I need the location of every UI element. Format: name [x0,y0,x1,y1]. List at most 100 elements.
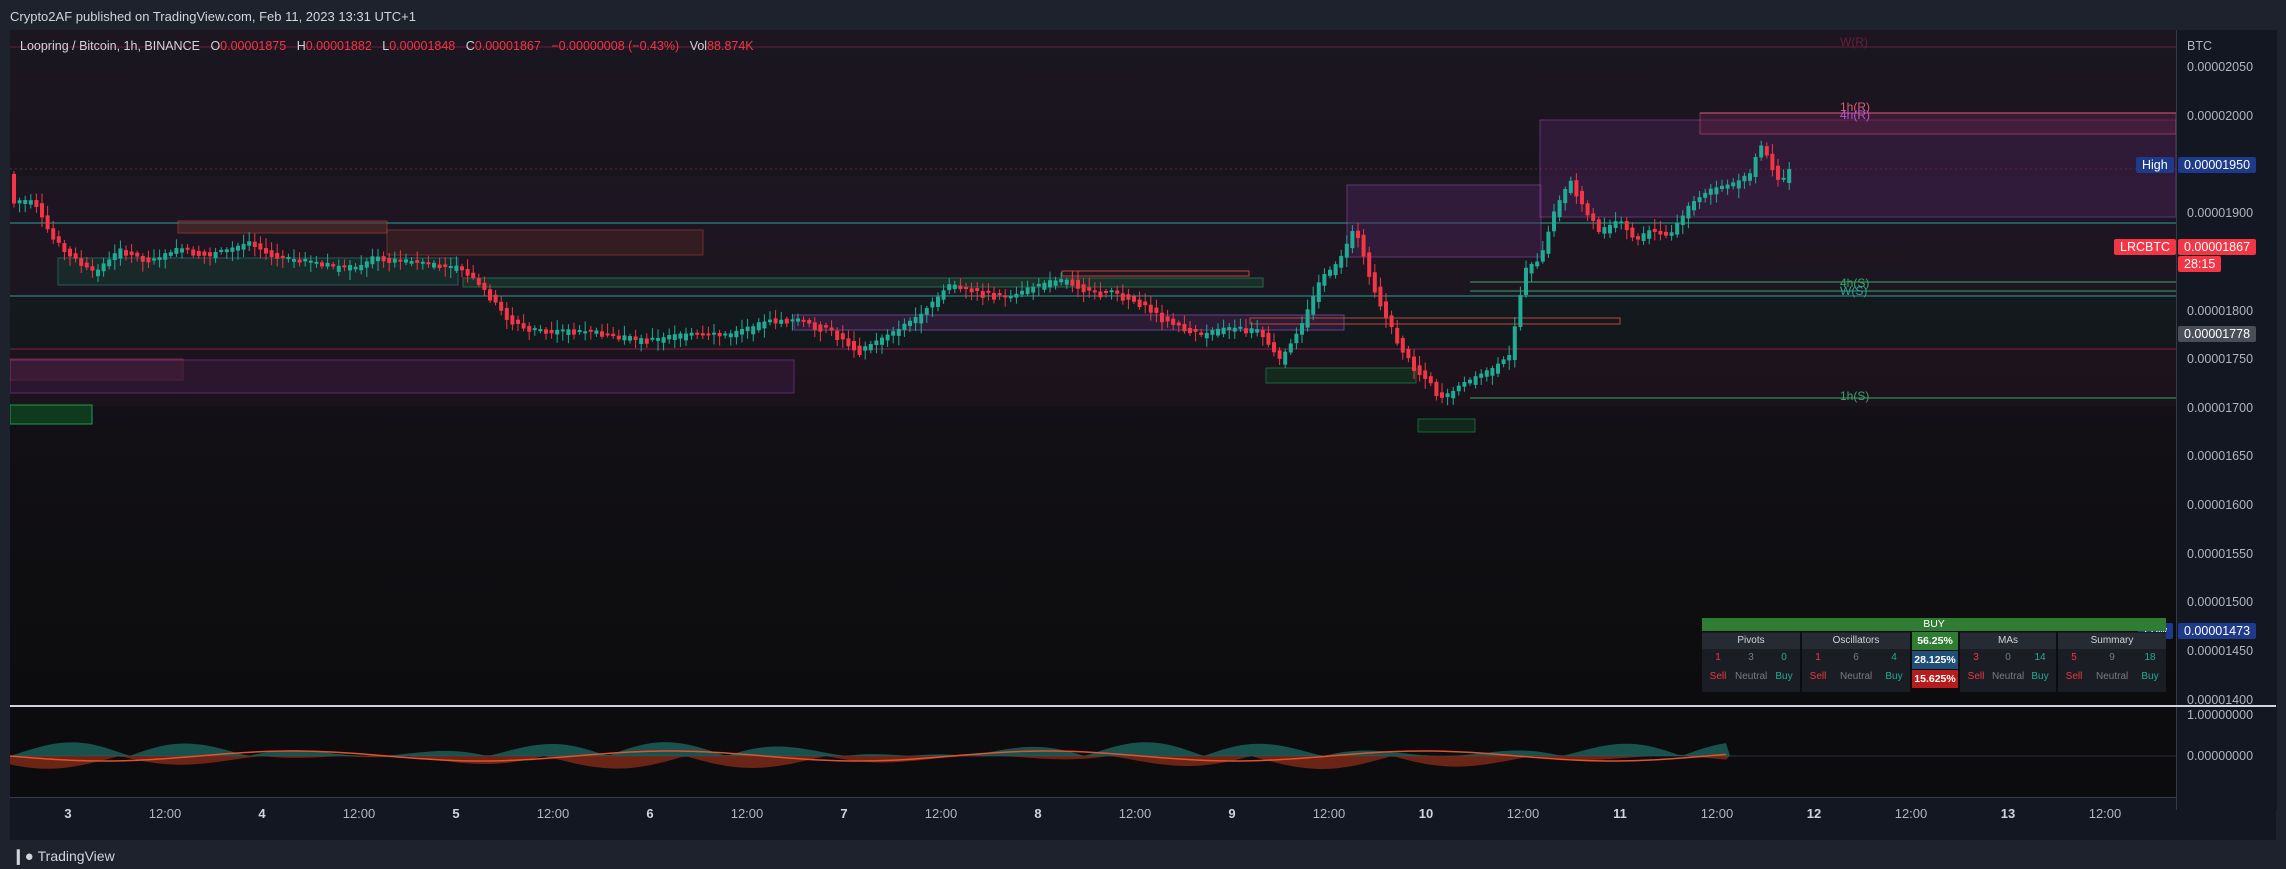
price-pane[interactable]: W(R) 1h(R) 4h(R) 4h(S) W(S) 1h(S) [10,30,2176,705]
candle-body [398,259,403,262]
candle-body [885,334,890,341]
candle-body [913,316,918,324]
candle-body [213,252,218,259]
pane-separator[interactable] [10,705,2276,707]
time-tick: 11 [1613,806,1627,821]
time-tick: 6 [646,806,654,821]
buy-percent: 56.25% [1912,632,1958,650]
candle-body [107,259,112,267]
candle-body [1412,356,1416,372]
candle-body [902,323,907,330]
resistance-box [386,229,704,256]
candle-body [1356,230,1360,239]
level-label-4h-s: 4h(S) [1840,276,1869,290]
price-tick: 0.00001450 [2187,644,2254,658]
candle-body [168,252,173,256]
candle-body [174,248,179,254]
candle-body [1641,233,1646,241]
candle-body [359,264,364,271]
candle-body [1619,221,1624,224]
symbol-title: Loopring / Bitcoin, 1h, BINANCE [20,39,200,53]
candle-body [740,328,744,335]
candle-body [129,251,134,256]
candle-body [1781,177,1786,180]
symbol-tag: LRCBTC [2114,239,2177,255]
candle-body [1160,312,1164,323]
candle-body [1014,293,1019,298]
time-tick: 12:00 [1700,806,1734,821]
candle-body [924,307,929,315]
candle-body [465,269,470,276]
candle-body [745,326,750,332]
candle-body [516,319,520,324]
time-tick: 8 [1034,806,1042,821]
candle-body [56,236,61,243]
candle-body [1748,173,1752,181]
candle-body [1529,263,1534,274]
candle-body [1260,329,1265,338]
candle-body [908,320,912,327]
candle-body [952,284,957,290]
candle-body [1400,337,1405,353]
candle-body [941,290,946,300]
candle-body [919,313,924,324]
candle-body [1501,359,1506,364]
candle-body [1445,393,1450,398]
price-tick: 0.00001750 [2187,352,2254,366]
level-label-w-r: W(R) [1840,35,1868,49]
candle-body [219,249,224,253]
candle-body [280,255,285,258]
candle-body [1652,228,1657,232]
candle-body [1406,348,1411,359]
candle-body [1238,326,1243,329]
candle-body [1456,385,1461,392]
candle-body [1714,187,1719,195]
candle-body [101,263,106,272]
candle-body [936,296,940,307]
symbol-legend[interactable]: Loopring / Bitcoin, 1h, BINANCE O0.00001… [20,39,754,53]
time-axis[interactable]: 3 12:00 4 12:00 5 12:00 6 12:00 7 12:00 … [10,797,2176,828]
candle-body [706,333,711,336]
candle-body [51,228,56,240]
candle-body [779,319,784,324]
candle-body [1490,368,1495,376]
candle-body [264,248,268,254]
candle-body [672,334,677,340]
time-tick: 12:00 [1118,806,1152,821]
candle-body [1104,290,1108,293]
candle-body [723,333,728,336]
candle-body [152,258,156,261]
tradingview-logo[interactable]: ❙● TradingView [12,847,115,865]
candle-body [1288,343,1293,353]
high-label: H [296,39,306,53]
oscillator-svg [10,742,2176,769]
candle-body [796,318,800,322]
candle-body [1266,332,1271,345]
candle-body [1563,189,1568,204]
candle-body [947,284,952,291]
candle-body [857,345,862,355]
candle-body [1484,370,1489,377]
candle-body [969,288,974,293]
high-tag: High [2136,157,2174,173]
candle-body [236,245,240,251]
price-tick: 0.00001600 [2187,498,2254,512]
neutral-count: 0 [2005,652,2011,663]
candle-body [432,262,436,268]
candle-body [387,258,392,263]
candle-body [1305,309,1310,328]
candle-body [1294,333,1299,344]
candle-body [728,333,733,338]
candle-body [1064,279,1069,285]
candle-body [1165,316,1170,322]
candle-body [247,241,252,246]
sell-count: 5 [2071,652,2077,663]
sell-label: Sell [1709,671,1727,682]
candle-body [325,262,330,267]
candle-body [40,203,44,218]
candle-body [656,337,660,341]
candle-body [1395,327,1400,344]
candle-body [45,215,50,230]
oscillator-pane[interactable] [10,707,2176,797]
candle-body [874,340,879,346]
